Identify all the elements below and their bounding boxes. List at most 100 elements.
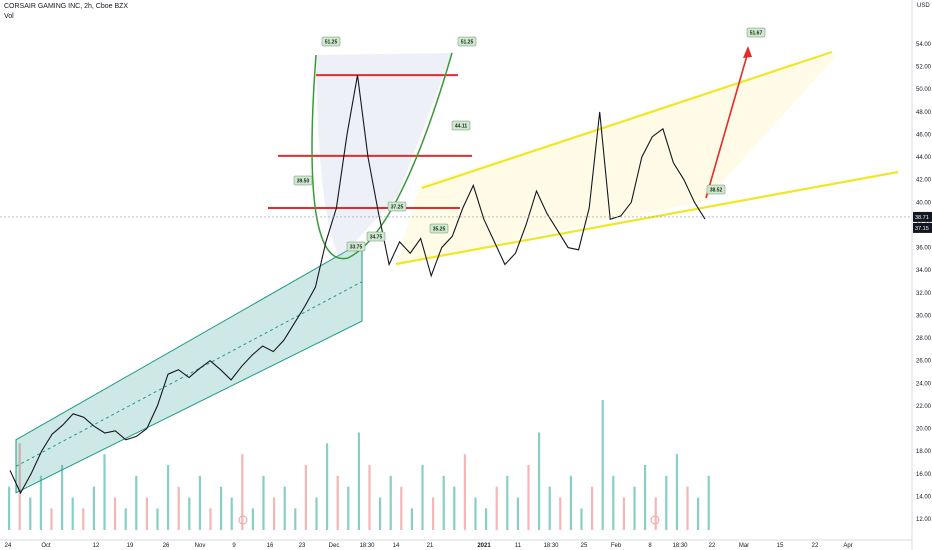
callout-label: 51.25 bbox=[325, 40, 338, 46]
volume-bar bbox=[18, 443, 21, 530]
volume-bar bbox=[400, 486, 403, 530]
price-tick-label: 18.00 bbox=[916, 449, 932, 455]
cup-curve bbox=[311, 52, 453, 260]
volume-bar bbox=[485, 508, 488, 530]
price-tick-label: 22.00 bbox=[916, 404, 932, 410]
volume-bar bbox=[580, 508, 583, 530]
callout-box bbox=[346, 241, 366, 252]
volume-bar bbox=[654, 497, 657, 530]
time-tick-label: Mar bbox=[739, 543, 749, 549]
price-tick-label: 36.00 bbox=[916, 246, 932, 252]
chart-title: CORSAIR GAMING INC, 2h, Cboe BZX bbox=[4, 3, 129, 10]
callout-label: 35.25 bbox=[433, 227, 446, 233]
volume-bar bbox=[686, 486, 689, 530]
time-tick-label: 2021 bbox=[477, 543, 491, 549]
volume-bar bbox=[357, 432, 360, 530]
time-tick-label: 8 bbox=[648, 543, 652, 549]
volume-bar bbox=[262, 475, 265, 530]
callout-box bbox=[451, 120, 471, 131]
volume-bar bbox=[569, 475, 572, 530]
volume-bar bbox=[241, 454, 244, 530]
time-tick-label: 23 bbox=[299, 543, 306, 549]
volume-bar bbox=[145, 497, 148, 530]
volume-bar bbox=[644, 465, 647, 530]
callout-label: 51.67 bbox=[750, 31, 763, 37]
price-tick-label: 44.00 bbox=[916, 155, 932, 161]
volume-bar bbox=[559, 497, 562, 530]
volume-bar bbox=[251, 508, 254, 530]
price-line bbox=[9, 75, 706, 495]
volume-bar bbox=[421, 465, 424, 530]
price-callout: 51.25 bbox=[457, 36, 477, 47]
volume-bar bbox=[29, 497, 32, 530]
callout-label: 33.75 bbox=[350, 245, 363, 251]
callout-box bbox=[706, 184, 726, 195]
time-tick-label: 18:30 bbox=[359, 543, 375, 549]
volume-bar bbox=[82, 508, 85, 530]
volume-bar bbox=[230, 497, 233, 530]
price-tick-label: 40.00 bbox=[916, 200, 932, 206]
callout-label: 51.25 bbox=[461, 40, 474, 46]
volume-bar bbox=[463, 454, 466, 530]
callout-box bbox=[366, 231, 386, 242]
volume-bar bbox=[506, 475, 509, 530]
price-tick-label: 52.00 bbox=[916, 65, 932, 71]
volume-bar bbox=[156, 508, 159, 530]
price-tick-label: 32.00 bbox=[916, 291, 932, 297]
time-tick-label: 22 bbox=[812, 543, 819, 549]
volume-bar bbox=[591, 486, 594, 530]
time-tick-label: 18:30 bbox=[543, 543, 559, 549]
volume-bar bbox=[347, 486, 350, 530]
callout-label: 37.25 bbox=[391, 205, 404, 211]
volume-bar bbox=[379, 497, 382, 530]
event-marker bbox=[650, 515, 660, 525]
time-tick-label: 19 bbox=[127, 543, 134, 549]
time-tick-label: 14 bbox=[393, 543, 400, 549]
price-tick-label: 46.00 bbox=[916, 132, 932, 138]
volume-bar bbox=[516, 497, 519, 530]
time-tick-label: 16 bbox=[267, 543, 274, 549]
volume-bar bbox=[209, 508, 212, 530]
volume-bar bbox=[50, 508, 53, 530]
time-tick-label: Dec bbox=[329, 543, 340, 549]
price-tick-label: 48.00 bbox=[916, 110, 932, 116]
volume-bar bbox=[633, 486, 636, 530]
callout-box bbox=[746, 27, 766, 38]
volume-bar bbox=[389, 475, 392, 530]
price-tick-label: 54.00 bbox=[916, 42, 932, 48]
time-tick-label: Oct bbox=[41, 543, 51, 549]
volume-bar bbox=[432, 497, 435, 530]
price-callout: 44.11 bbox=[451, 120, 471, 131]
time-tick-label: 12 bbox=[93, 543, 100, 549]
volume-bar bbox=[707, 475, 710, 530]
volume-bar bbox=[368, 465, 371, 530]
time-tick-label: 21 bbox=[427, 543, 434, 549]
volume-bar bbox=[135, 475, 138, 530]
volume-bar bbox=[675, 454, 678, 530]
second-price-box bbox=[913, 222, 932, 233]
wedge-fill bbox=[396, 52, 840, 264]
volume-bar bbox=[177, 486, 180, 530]
callout-label: 38.52 bbox=[710, 188, 723, 194]
time-tick-label: Apr bbox=[843, 543, 852, 549]
callout-box bbox=[321, 36, 341, 47]
price-callout: 51.25 bbox=[321, 36, 341, 47]
volume-bar bbox=[304, 465, 307, 530]
time-tick-label: Nov bbox=[195, 543, 206, 549]
price-callout: 35.25 bbox=[429, 223, 449, 234]
volume-bar bbox=[665, 475, 668, 530]
volume-bar bbox=[336, 475, 339, 530]
volume-bar bbox=[8, 486, 11, 530]
channel-midline bbox=[15, 281, 363, 467]
time-tick-label: 15 bbox=[777, 543, 784, 549]
volume-bar bbox=[273, 497, 276, 530]
volume-bar bbox=[442, 475, 445, 530]
price-callout: 34.75 bbox=[366, 231, 386, 242]
lower-trend-line bbox=[395, 170, 899, 266]
callout-box bbox=[429, 223, 449, 234]
callout-box bbox=[387, 201, 407, 212]
time-tick-label: 25 bbox=[581, 543, 588, 549]
projection-arrow-line bbox=[705, 51, 749, 199]
time-tick-label: 9 bbox=[232, 543, 236, 549]
